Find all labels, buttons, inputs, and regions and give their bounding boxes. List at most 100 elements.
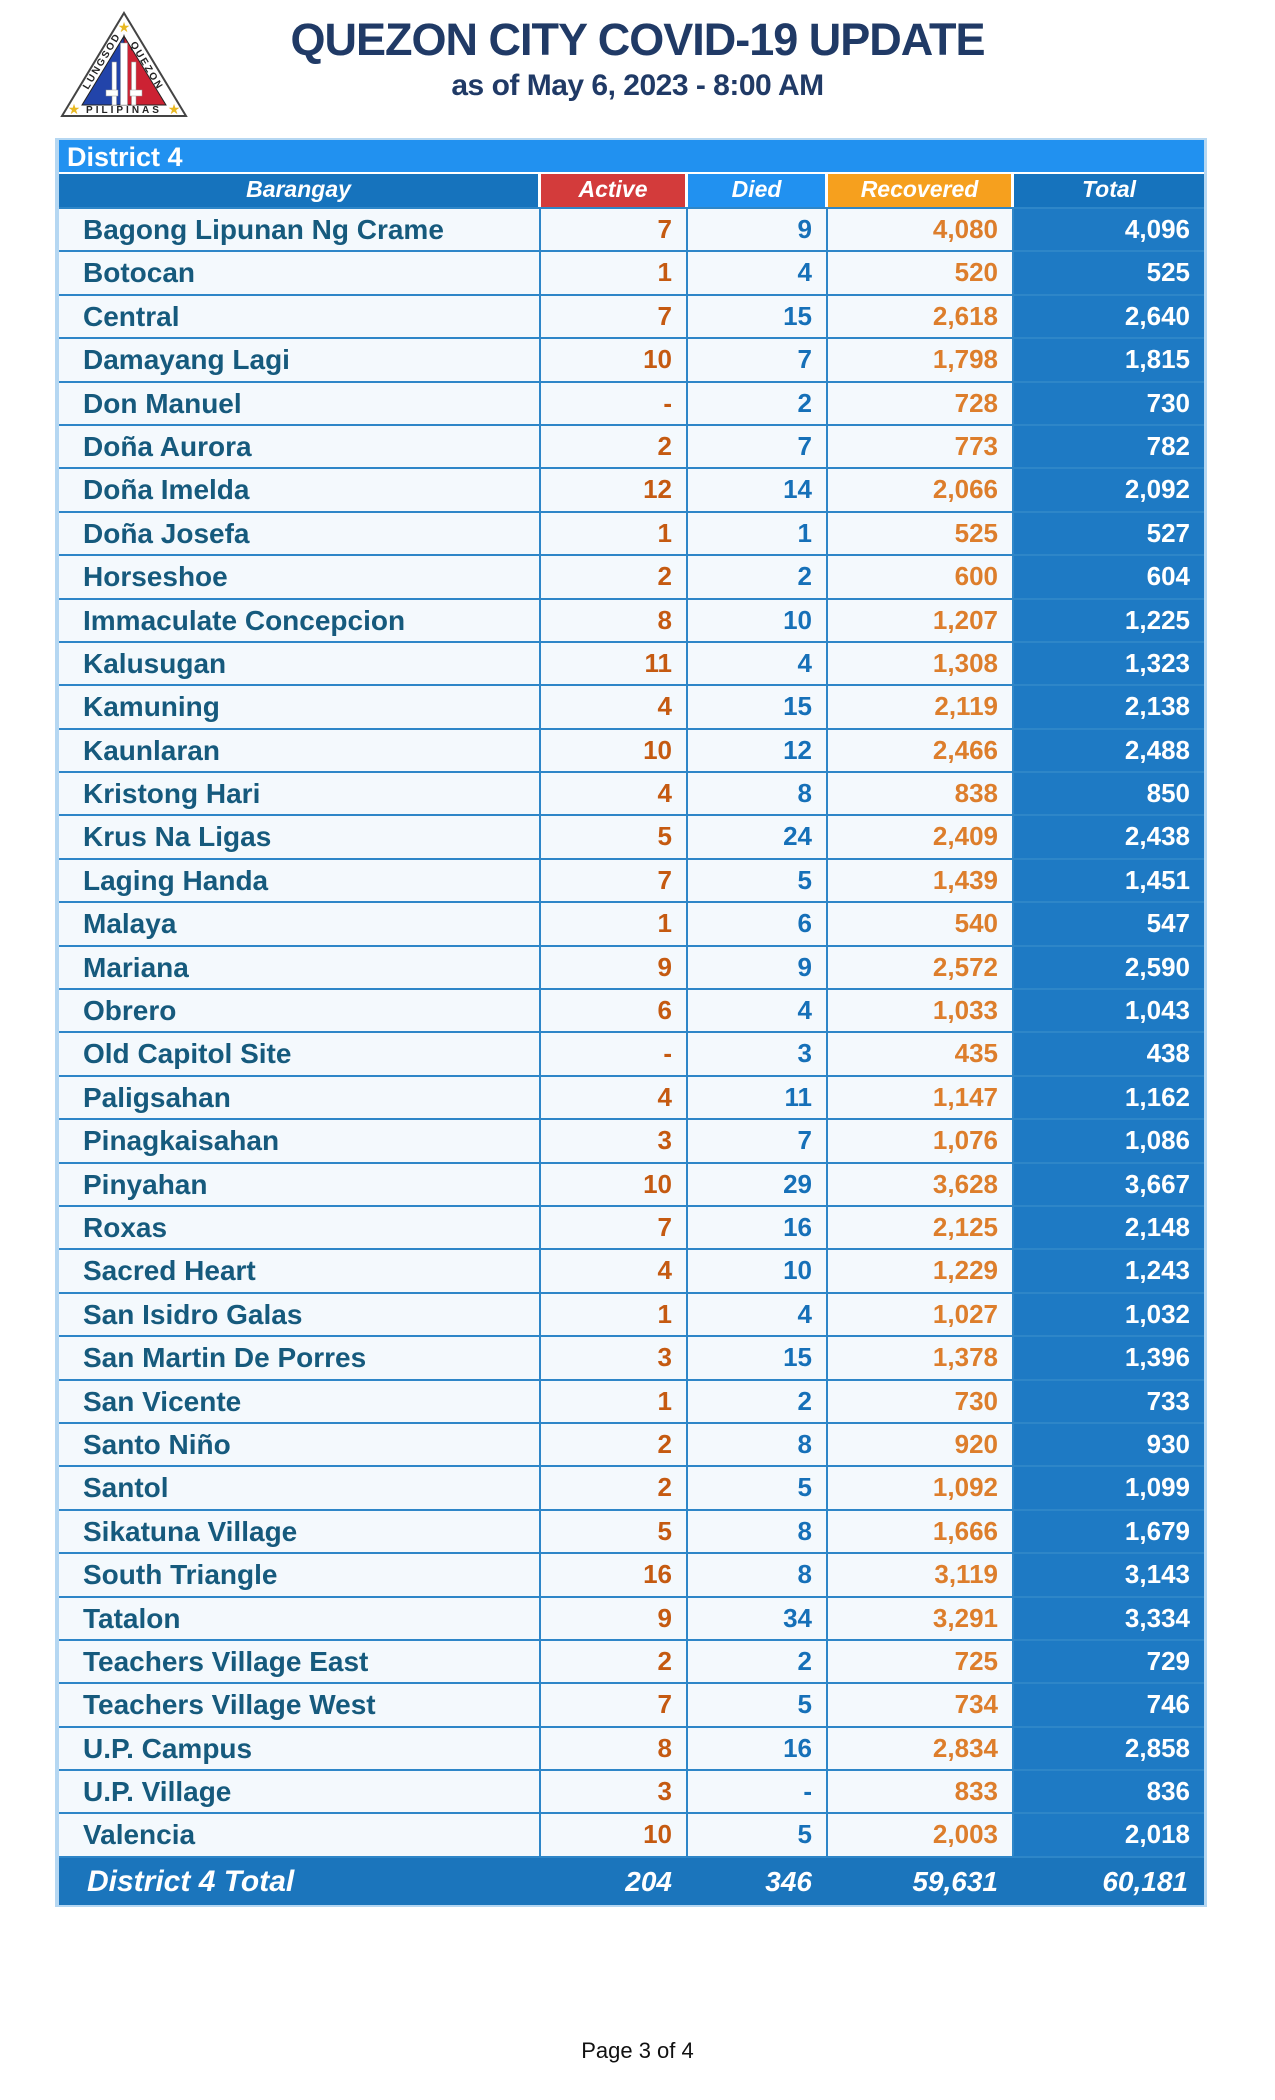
district-4-table: District 4 Barangay Active Died Recovere… [55, 138, 1207, 1907]
active-count-cell: 9 [541, 1597, 688, 1639]
barangay-name-cell: Botocan [59, 252, 541, 294]
died-count-cell: 11 [688, 1076, 828, 1119]
active-count-cell: 7 [541, 295, 688, 338]
died-count-cell: 4 [688, 1293, 828, 1336]
page-footer: Page 3 of 4 [0, 2038, 1275, 2064]
total-row-label: District 4 Total [87, 1864, 295, 1898]
table-row: Kalusugan 11 4 1,308 1,323 [59, 642, 1204, 687]
barangay-name-cell: Malaya [59, 903, 541, 945]
recovered-count-cell: 2,003 [828, 1814, 1014, 1856]
died-count-cell: 7 [688, 425, 828, 468]
active-count-cell: 4 [541, 686, 688, 728]
table-row: Tatalon 9 34 3,291 3,334 [59, 1597, 1204, 1641]
total-count-cell: 2,018 [1014, 1814, 1204, 1856]
table-row: U.P. Campus 8 16 2,834 2,858 [59, 1727, 1204, 1772]
barangay-name-cell: San Martin De Porres [59, 1337, 541, 1379]
table-row: Laging Handa 7 5 1,439 1,451 [59, 859, 1204, 904]
active-count-cell: 7 [541, 1684, 688, 1726]
total-count-cell: 604 [1014, 556, 1204, 598]
table-row: Sacred Heart 4 10 1,229 1,243 [59, 1250, 1204, 1294]
recovered-count-cell: 3,628 [828, 1163, 1014, 1205]
total-count-cell: 2,092 [1014, 469, 1204, 511]
total-count-cell: 3,143 [1014, 1554, 1204, 1596]
table-row: Teachers Village East 2 2 725 729 [59, 1640, 1204, 1685]
seal-text-bottom: PILIPINAS [86, 105, 162, 116]
died-count-cell: 5 [688, 859, 828, 902]
died-count-cell: 16 [688, 1727, 828, 1770]
table-row: Doña Imelda 12 14 2,066 2,092 [59, 469, 1204, 513]
total-died-cell: 346 [765, 1865, 812, 1897]
died-count-cell: 24 [688, 816, 828, 858]
active-count-cell: 4 [541, 773, 688, 815]
table-row: Obrero 6 4 1,033 1,043 [59, 990, 1204, 1034]
table-row: San Vicente 1 2 730 733 [59, 1380, 1204, 1424]
active-count-cell: 1 [541, 1293, 688, 1336]
active-count-cell: 10 [541, 729, 688, 772]
barangay-name-cell: Valencia [59, 1814, 541, 1856]
total-count-cell: 733 [1014, 1380, 1204, 1422]
report-subtitle: as of May 6, 2023 - 8:00 AM [451, 69, 824, 102]
total-count-cell: 3,334 [1014, 1597, 1204, 1639]
died-count-cell: 10 [688, 599, 828, 641]
recovered-count-cell: 2,409 [828, 816, 1014, 858]
table-header-row: Barangay Active Died Recovered Total [59, 174, 1204, 207]
total-count-cell: 1,086 [1014, 1120, 1204, 1162]
died-count-cell: 1 [688, 512, 828, 555]
total-count-cell: 1,815 [1014, 339, 1204, 381]
barangay-name-cell: Santol [59, 1467, 541, 1509]
died-count-cell: - [688, 1771, 828, 1813]
died-count-cell: 4 [688, 252, 828, 294]
active-count-cell: 1 [541, 903, 688, 945]
active-count-cell: 10 [541, 339, 688, 381]
quezon-city-seal-logo: ★ ★ ★ LUNGSOD QUEZON PILIPINAS [58, 10, 190, 120]
recovered-count-cell: 2,572 [828, 946, 1014, 989]
recovered-count-cell: 1,666 [828, 1510, 1014, 1553]
active-count-cell: 10 [541, 1163, 688, 1205]
barangay-name-cell: San Isidro Galas [59, 1293, 541, 1336]
died-count-cell: 10 [688, 1250, 828, 1292]
table-row: Santo Niño 2 8 920 930 [59, 1423, 1204, 1468]
total-count-cell: 2,590 [1014, 946, 1204, 989]
barangay-name-cell: Kristong Hari [59, 773, 541, 815]
barangay-name-cell: Paligsahan [59, 1076, 541, 1119]
recovered-count-cell: 435 [828, 1033, 1014, 1075]
table-row: Horseshoe 2 2 600 604 [59, 556, 1204, 600]
recovered-count-cell: 730 [828, 1380, 1014, 1422]
barangay-name-cell: Teachers Village West [59, 1684, 541, 1726]
died-count-cell: 2 [688, 382, 828, 424]
barangay-name-cell: Tatalon [59, 1597, 541, 1639]
died-count-cell: 5 [688, 1814, 828, 1856]
total-count-cell: 2,640 [1014, 295, 1204, 338]
died-count-cell: 2 [688, 1640, 828, 1683]
died-count-cell: 5 [688, 1684, 828, 1726]
active-count-cell: - [541, 1033, 688, 1075]
active-count-cell: 7 [541, 209, 688, 251]
table-row: Kamuning 4 15 2,119 2,138 [59, 686, 1204, 730]
barangay-name-cell: Pinagkaisahan [59, 1120, 541, 1162]
died-count-cell: 9 [688, 946, 828, 989]
active-count-cell: 1 [541, 512, 688, 555]
table-row: Roxas 7 16 2,125 2,148 [59, 1206, 1204, 1251]
recovered-count-cell: 2,834 [828, 1727, 1014, 1770]
died-count-cell: 29 [688, 1163, 828, 1205]
seal-icon: ★ ★ ★ LUNGSOD QUEZON PILIPINAS [60, 11, 188, 117]
active-count-cell: 1 [541, 252, 688, 294]
total-count-cell: 782 [1014, 425, 1204, 468]
star-icon: ★ [168, 101, 181, 117]
total-count-cell: 525 [1014, 252, 1204, 294]
died-count-cell: 8 [688, 1554, 828, 1596]
recovered-count-cell: 1,147 [828, 1076, 1014, 1119]
recovered-count-cell: 1,076 [828, 1120, 1014, 1162]
recovered-count-cell: 2,066 [828, 469, 1014, 511]
header-titles: QUEZON CITY COVID-19 UPDATE as of May 6,… [0, 14, 1275, 106]
total-count-cell: 3,667 [1014, 1163, 1204, 1205]
total-count-cell: 2,148 [1014, 1206, 1204, 1249]
barangay-name-cell: Damayang Lagi [59, 339, 541, 381]
table-row: Mariana 9 9 2,572 2,590 [59, 946, 1204, 991]
district-title-bar: District 4 [59, 140, 1204, 174]
active-count-cell: 2 [541, 1423, 688, 1466]
active-count-cell: 2 [541, 425, 688, 468]
table-row: Doña Aurora 2 7 773 782 [59, 425, 1204, 470]
column-header-total: Total [1014, 174, 1204, 207]
